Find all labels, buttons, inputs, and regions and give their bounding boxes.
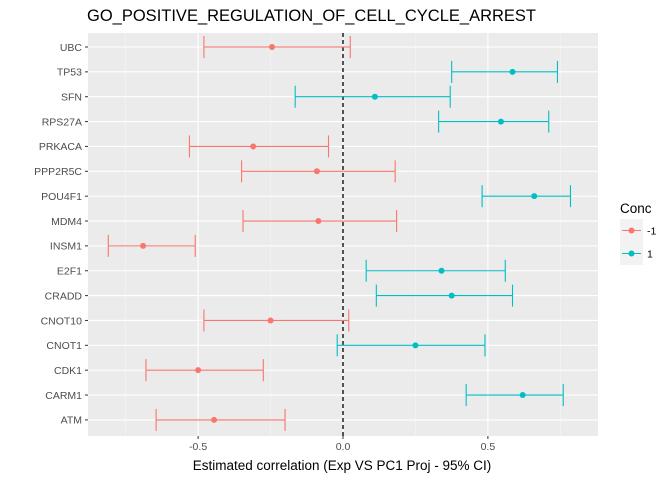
errorbar-e2f1 [365,259,506,282]
x-axis-title: Estimated correlation (Exp VS PC1 Proj -… [193,458,492,473]
legend-label: -1 [647,226,656,238]
errorbar-carm1 [465,384,564,407]
estimate-point [211,416,218,423]
estimate-point [250,143,257,150]
errorbar-insm1 [107,234,196,257]
y-tick-label: RPS27A [42,116,82,128]
y-axis: UBC TP53 SFN RPS27A PRKACA PPP2R5C POU4F1 MDM4 I… [34,42,88,427]
y-tick-label: CDK1 [54,365,82,377]
errorbar-ubc [203,36,351,58]
errorbar-cradd [375,284,514,307]
x-tick-label: 0.5 [481,441,496,453]
y-tick-label: PPP2R5C [34,166,82,178]
estimate-point [269,44,276,50]
legend-entry: -1 [620,219,656,242]
errorbar-rps27a [438,110,550,133]
errorbar-cdk1 [145,359,264,382]
estimate-point [267,317,274,324]
estimate-point [509,68,516,75]
y-tick-label: E2F1 [57,266,82,278]
estimate-point [195,367,202,374]
y-tick-label: SFN [61,92,82,104]
y-tick-label: POU4F1 [41,191,82,203]
y-tick-label: INSM1 [50,241,82,253]
y-tick-label: ATM [61,415,82,427]
errorbar-cnot10 [203,309,350,332]
errorbar-ppp2r5c [241,160,396,183]
errorbar-atm [155,408,286,431]
legend-label: 1 [647,249,653,261]
estimate-point [315,218,322,225]
legend: Conc -1 1 [620,201,656,265]
estimate-point [412,342,419,349]
x-tick-label: 0.0 [336,441,351,453]
estimate-point [531,193,538,200]
error-bars-layer [107,36,572,431]
y-tick-label: CNOT10 [41,315,83,327]
estimate-point [140,242,147,249]
errorbar-mdm4 [242,210,398,233]
y-tick-label: CARM1 [45,390,82,402]
estimate-point [371,93,378,100]
errorbar-prkaca [188,135,330,158]
errorbar-cnot1 [336,334,486,357]
estimate-point [519,392,526,399]
legend-key-point [628,250,635,257]
estimate-point [497,118,504,125]
y-tick-label: CNOT1 [46,340,82,352]
x-axis: -0.5 0.0 0.5 [189,436,495,453]
errorbar-tp53 [451,60,558,83]
x-tick-label: -0.5 [189,441,207,453]
y-tick-label: PRKACA [39,141,82,153]
legend-title: Conc [620,201,652,216]
estimate-point [438,267,445,274]
y-tick-label: UBC [60,42,83,54]
y-tick-label: CRADD [45,290,83,302]
errorbar-pou4f1 [481,185,572,208]
errorbar-sfn [294,85,451,108]
y-tick-label: MDM4 [51,216,82,228]
estimate-point [448,292,455,299]
y-tick-label: TP53 [57,67,82,79]
chart-title: GO_POSITIVE_REGULATION_OF_CELL_CYCLE_ARR… [87,7,536,25]
legend-entry: 1 [620,242,653,265]
estimate-point [313,168,320,175]
legend-key-point [628,227,635,234]
